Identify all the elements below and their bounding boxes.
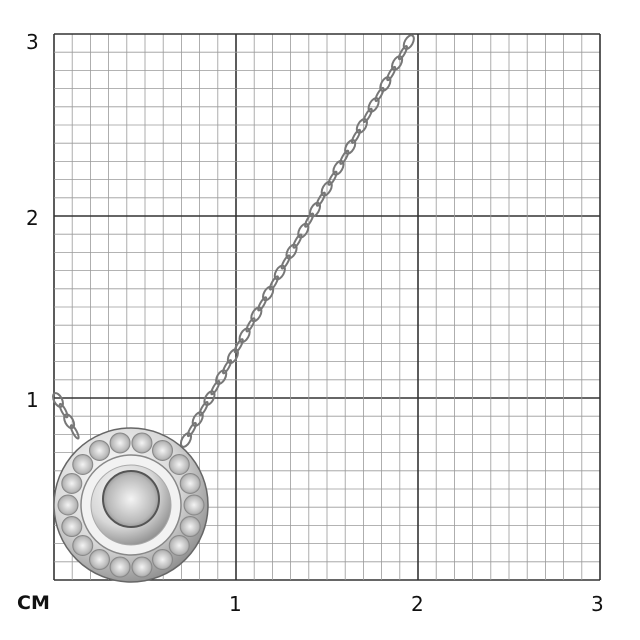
chain-link xyxy=(350,128,362,144)
halo-stones xyxy=(57,432,205,578)
chain-link xyxy=(344,139,357,155)
chain-link xyxy=(292,233,303,249)
chain-link xyxy=(362,107,373,124)
halo-diamond xyxy=(168,534,190,556)
chain-link xyxy=(179,432,193,448)
chain-link xyxy=(215,369,228,386)
y-tick-1: 1 xyxy=(26,388,39,412)
chain-link xyxy=(355,118,368,134)
chain xyxy=(52,34,415,448)
chain-link xyxy=(63,413,76,430)
chain-link xyxy=(308,201,322,218)
center-diamond xyxy=(102,470,160,528)
halo-diamond xyxy=(179,472,201,494)
chain-link xyxy=(379,76,392,92)
halo-diamond xyxy=(131,432,153,454)
halo-diamond xyxy=(168,454,190,476)
chain-link xyxy=(339,149,350,165)
chain-link xyxy=(386,65,397,82)
y-tick-2: 2 xyxy=(26,206,39,230)
chain-link xyxy=(238,327,251,344)
halo-diamond xyxy=(61,472,83,494)
chain-link xyxy=(273,264,286,281)
chain-link xyxy=(320,180,333,197)
chain-link xyxy=(69,424,80,440)
chain-link xyxy=(257,296,268,312)
chain-link xyxy=(268,275,280,291)
chain-link xyxy=(203,390,216,406)
chain-link xyxy=(233,338,244,354)
chain-link xyxy=(402,34,415,50)
halo-diamond xyxy=(109,556,131,578)
chain-link xyxy=(280,254,291,270)
chain-link xyxy=(332,159,345,176)
y-tick-3: 3 xyxy=(26,30,39,54)
halo-diamond xyxy=(72,454,94,476)
halo-diamond xyxy=(131,556,153,578)
chain-link xyxy=(397,44,408,61)
halo-diamond xyxy=(57,494,79,516)
halo-diamond xyxy=(152,439,173,461)
chain-link xyxy=(250,306,263,323)
halo-diamond xyxy=(183,494,205,516)
chain-link xyxy=(367,97,380,113)
halo-diamond xyxy=(89,549,110,571)
chain-link xyxy=(374,86,385,103)
chain-link xyxy=(391,55,404,71)
halo-diamond xyxy=(72,534,94,556)
chain-link xyxy=(186,421,197,438)
x-tick-3: 3 xyxy=(591,592,604,616)
chain-link xyxy=(198,400,209,417)
chain-link xyxy=(221,359,233,375)
x-tick-2: 2 xyxy=(411,592,424,616)
x-tick-1: 1 xyxy=(229,592,242,616)
chain-link xyxy=(58,402,69,419)
unit-label: CM xyxy=(17,592,50,614)
chain-link xyxy=(262,285,275,302)
chain-link xyxy=(304,212,315,228)
halo-diamond xyxy=(89,439,110,461)
chain-link xyxy=(327,170,338,186)
chain-link xyxy=(315,191,326,207)
chain-link xyxy=(297,222,310,239)
halo-diamond xyxy=(179,516,201,538)
halo-diamond xyxy=(109,432,131,454)
chain-link xyxy=(210,380,221,396)
chain-link xyxy=(52,392,64,408)
chain-link xyxy=(226,348,239,365)
halo-pendant xyxy=(53,427,209,583)
halo-diamond xyxy=(152,549,173,571)
chain-link xyxy=(245,317,256,333)
chain-link xyxy=(285,243,298,260)
chain-link xyxy=(191,411,204,427)
halo-diamond xyxy=(61,516,83,538)
